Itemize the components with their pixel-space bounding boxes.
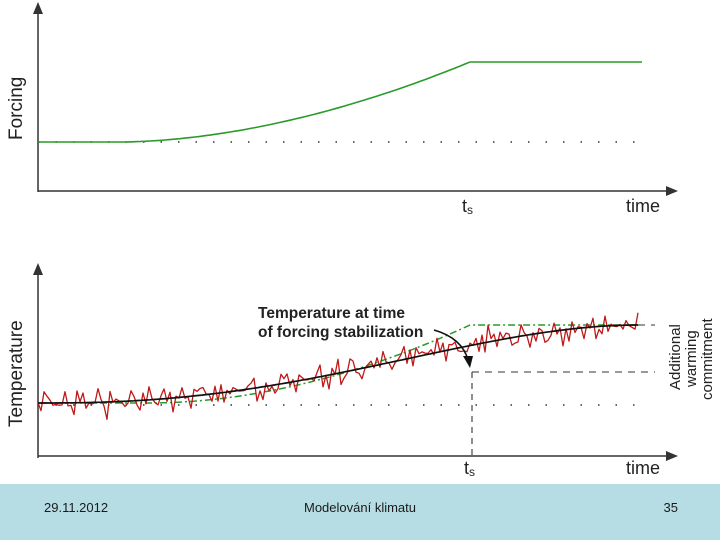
footer-date: 29.11.2012 xyxy=(44,500,109,515)
commitment-label-line-2: warming xyxy=(683,330,700,388)
forcing-y-label: Forcing xyxy=(6,77,27,140)
forcing-curve xyxy=(38,61,642,143)
temperature-trend-curve xyxy=(38,324,638,404)
slide-footer: 29.11.2012 Modelování klimatu 35 xyxy=(0,484,720,540)
temperature-y-axis-arrow xyxy=(33,263,43,275)
temperature-ts-label: ts xyxy=(464,458,475,479)
annotation-line-1: Temperature at time xyxy=(258,305,405,322)
temperature-y-label: Temperature xyxy=(6,320,27,427)
footer-page-number: 35 xyxy=(663,500,678,515)
forcing-y-axis-arrow xyxy=(33,2,43,14)
temperature-x-axis-arrow xyxy=(666,451,678,461)
forcing-ts-label: ts xyxy=(462,196,473,217)
temperature-x-label: time xyxy=(626,458,660,478)
annotation-arrowhead xyxy=(463,356,473,368)
footer-title: Modelování klimatu xyxy=(304,500,416,515)
forcing-panel: Forcing ts time xyxy=(6,2,678,217)
equilibrium-temperature-curve xyxy=(40,324,642,404)
forcing-x-label: time xyxy=(626,196,660,216)
temperature-panel: Temperature Temperature at time of forci… xyxy=(6,263,716,479)
commitment-label-line-3: commitment xyxy=(699,317,716,400)
forcing-x-axis-arrow xyxy=(666,186,678,196)
climate-commitment-figure: Forcing ts time T xyxy=(6,2,716,479)
commitment-label-line-1: Additional xyxy=(667,324,684,390)
annotation-line-2: of forcing stabilization xyxy=(258,324,423,341)
